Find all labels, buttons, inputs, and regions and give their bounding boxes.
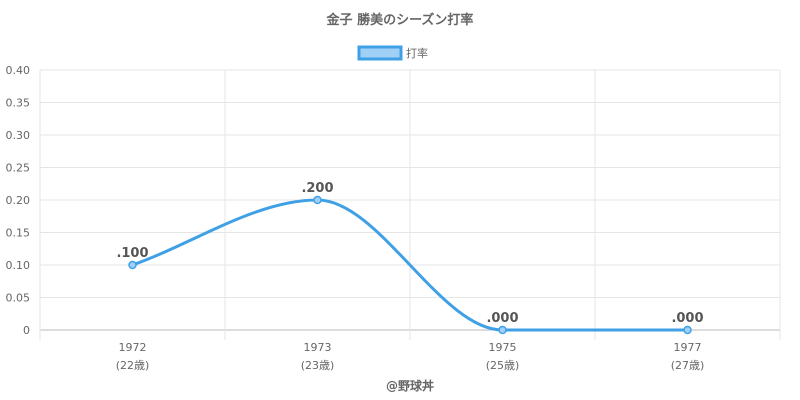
y-tick-label: 0.35 [6, 97, 31, 110]
data-point[interactable] [128, 260, 137, 270]
y-tick-label: 0.10 [6, 259, 31, 272]
x-tick-sublabel: (27歳) [671, 359, 705, 372]
data-label: .200 [301, 181, 333, 196]
x-axis-ticks: 1972 (22歳) 1973 (23歳) 1975 (25歳) 1977 (27歳) [116, 341, 705, 372]
data-labels: .100 .200 .000 .000 [116, 181, 703, 326]
legend-label: 打率 [406, 46, 428, 60]
y-tick-label: 0.40 [6, 64, 31, 77]
y-tick-label: 0.15 [6, 227, 31, 240]
x-tick-label: 1977 [674, 341, 702, 354]
x-tick-label: 1972 [119, 341, 147, 354]
y-axis-ticks: 0 0.05 0.10 0.15 0.20 0.25 0.30 0.35 0.40 [6, 64, 31, 337]
y-tick-label: 0.20 [6, 194, 31, 207]
chart-title: 金子 勝美のシーズン打率 [326, 12, 474, 28]
data-label: .100 [116, 246, 148, 261]
data-label: .000 [671, 311, 703, 326]
y-tick-label: 0.30 [6, 129, 31, 142]
y-tick-label: 0.05 [6, 292, 31, 305]
data-point[interactable] [683, 325, 692, 335]
data-point[interactable] [313, 195, 322, 205]
x-tick-label: 1973 [304, 341, 332, 354]
data-point[interactable] [498, 325, 507, 335]
series-line [132, 198, 688, 332]
x-tick-sublabel: (22歳) [116, 359, 150, 372]
legend-swatch [357, 45, 403, 61]
y-tick-label: 0.25 [6, 162, 31, 175]
grid [39, 69, 781, 340]
data-label: .000 [486, 311, 518, 326]
legend[interactable]: 打率 [357, 45, 428, 61]
data-points [128, 195, 692, 335]
x-tick-sublabel: (25歳) [486, 359, 520, 372]
x-tick-sublabel: (23歳) [301, 359, 335, 372]
credit-text: @野球丼 [386, 378, 434, 393]
x-tick-label: 1975 [489, 341, 517, 354]
y-tick-label: 0 [23, 324, 30, 337]
